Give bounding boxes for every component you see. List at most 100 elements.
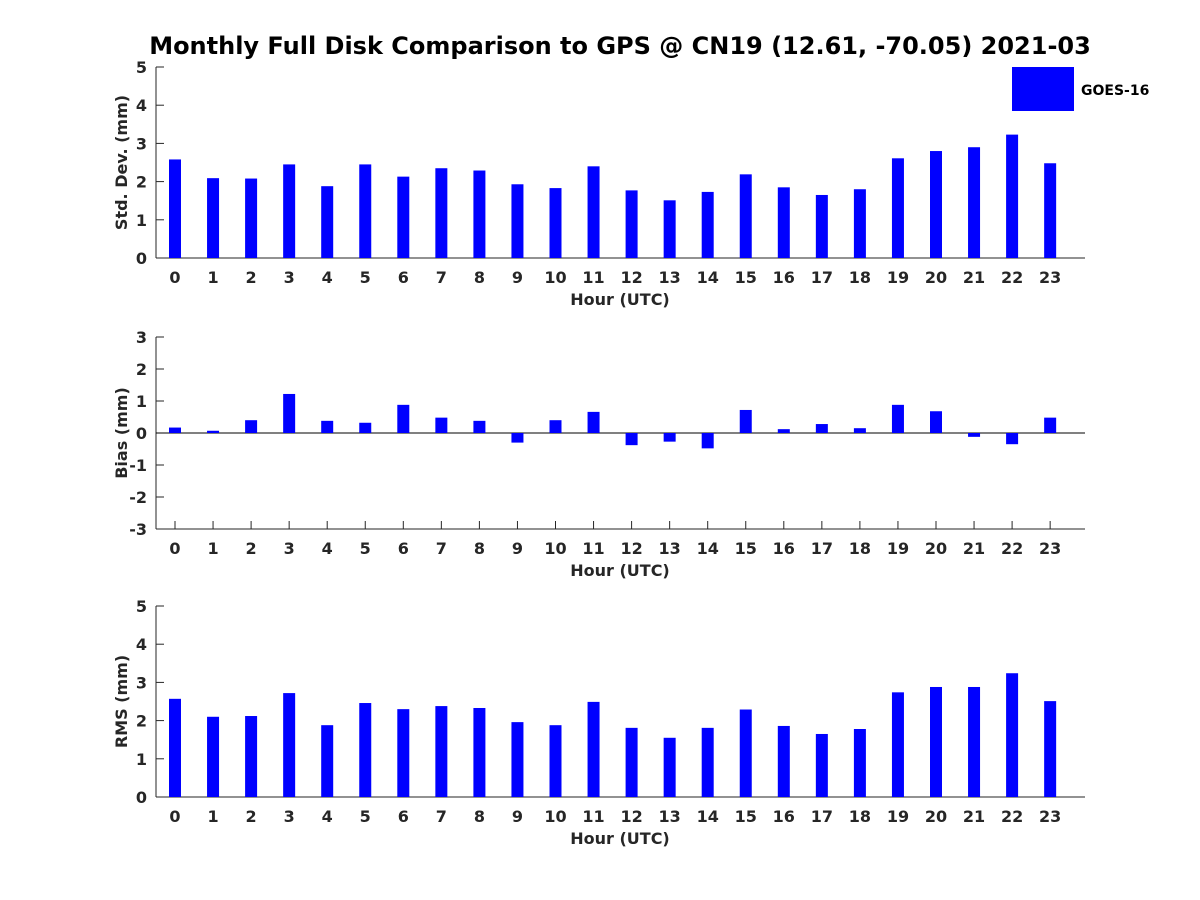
std-dev-bar-hour-13 bbox=[663, 200, 676, 258]
rms-bar-hour-1 bbox=[207, 716, 220, 797]
rms-bar-hour-16 bbox=[777, 725, 790, 797]
bias-x-tick-label: 23 bbox=[1039, 539, 1061, 558]
rms-x-tick-label: 8 bbox=[474, 807, 485, 826]
bias-bar-hour-10 bbox=[549, 420, 562, 433]
rms-bar-hour-7 bbox=[435, 706, 448, 797]
std-dev-bar-hour-11 bbox=[587, 166, 600, 258]
std-dev-y-tick-label: 2 bbox=[136, 173, 147, 192]
rms-y-tick-label: 5 bbox=[136, 597, 147, 616]
std-dev-bar-hour-12 bbox=[625, 190, 638, 258]
std-dev-bar-hour-18 bbox=[853, 189, 866, 258]
bias-bar-hour-2 bbox=[245, 420, 258, 433]
std-dev-bar-hour-14 bbox=[701, 191, 714, 258]
rms-bar-hour-20 bbox=[930, 686, 942, 797]
rms-x-tick-label: 23 bbox=[1039, 807, 1061, 826]
rms-bar-hour-10 bbox=[549, 725, 562, 797]
std-dev-y-tick-label: 1 bbox=[136, 211, 147, 230]
bias-y-tick-label: 1 bbox=[136, 392, 147, 411]
bias-x-tick-label: 10 bbox=[544, 539, 566, 558]
bias-bar-hour-3 bbox=[283, 393, 296, 433]
std-dev-x-axis-label: Hour (UTC) bbox=[570, 290, 670, 309]
rms-x-tick-label: 19 bbox=[887, 807, 909, 826]
std-dev-y-tick-label: 5 bbox=[136, 58, 147, 77]
bias-x-tick-label: 20 bbox=[925, 539, 947, 558]
std-dev-x-tick-label: 14 bbox=[697, 268, 719, 287]
bias-bar-hour-8 bbox=[473, 420, 486, 433]
std-dev-bar-hour-6 bbox=[397, 176, 410, 258]
rms-x-tick-label: 12 bbox=[620, 807, 642, 826]
std-dev-bar-hour-17 bbox=[815, 194, 828, 258]
legend: GOES-16 bbox=[1012, 67, 1149, 111]
std-dev-bar-hour-3 bbox=[283, 164, 296, 258]
std-dev-bar-hour-8 bbox=[473, 170, 486, 258]
std-dev-x-tick-label: 23 bbox=[1039, 268, 1061, 287]
std-dev-bar-hour-0 bbox=[169, 159, 181, 258]
std-dev-x-tick-label: 16 bbox=[773, 268, 795, 287]
rms-x-tick-label: 13 bbox=[659, 807, 681, 826]
rms-y-tick-label: 2 bbox=[136, 712, 147, 731]
rms-bar-hour-4 bbox=[321, 725, 334, 797]
rms-bar-hour-18 bbox=[853, 729, 866, 797]
std-dev-x-tick-label: 8 bbox=[474, 268, 485, 287]
bias-x-tick-label: 13 bbox=[659, 539, 681, 558]
bias-x-tick-label: 1 bbox=[207, 539, 218, 558]
std-dev-bar-hour-22 bbox=[1006, 134, 1019, 258]
bias-bar-hour-21 bbox=[968, 433, 981, 437]
rms-bar-hour-0 bbox=[169, 698, 181, 797]
rms-x-tick-label: 17 bbox=[811, 807, 833, 826]
std-dev-bar-hour-10 bbox=[549, 188, 562, 258]
bias-bar-hour-22 bbox=[1006, 433, 1019, 445]
bias-bar-hour-9 bbox=[511, 433, 524, 443]
rms-x-tick-label: 20 bbox=[925, 807, 947, 826]
std-dev-bar-hour-4 bbox=[321, 186, 334, 258]
std-dev-x-tick-label: 20 bbox=[925, 268, 947, 287]
rms-x-tick-label: 6 bbox=[398, 807, 409, 826]
bias-bar-hour-4 bbox=[321, 420, 334, 433]
bias-x-tick-label: 8 bbox=[474, 539, 485, 558]
rms-x-axis-label: Hour (UTC) bbox=[570, 829, 670, 848]
rms-bar-hour-8 bbox=[473, 707, 486, 797]
bias-x-tick-label: 9 bbox=[512, 539, 523, 558]
rms-x-tick-label: 11 bbox=[582, 807, 604, 826]
rms-bar-hour-14 bbox=[701, 727, 714, 797]
rms-y-tick-label: 3 bbox=[136, 673, 147, 692]
bias-bar-hour-1 bbox=[207, 430, 220, 433]
rms-bar-hour-6 bbox=[397, 709, 410, 797]
rms-x-tick-label: 5 bbox=[360, 807, 371, 826]
rms-x-tick-label: 3 bbox=[284, 807, 295, 826]
std-dev-x-tick-label: 10 bbox=[544, 268, 566, 287]
bias-x-tick-label: 18 bbox=[849, 539, 871, 558]
rms-bar-hour-5 bbox=[359, 703, 372, 797]
std-dev-x-tick-label: 15 bbox=[735, 268, 757, 287]
rms-bar-hour-13 bbox=[663, 737, 676, 797]
std-dev-bar-hour-23 bbox=[1044, 163, 1057, 258]
bias-bar-hour-5 bbox=[359, 422, 372, 433]
bias-x-axis-label: Hour (UTC) bbox=[570, 561, 670, 580]
std-dev-bar-hour-21 bbox=[968, 147, 981, 258]
rms-x-tick-label: 18 bbox=[849, 807, 871, 826]
rms-bar-hour-23 bbox=[1044, 701, 1057, 797]
bias-bar-hour-23 bbox=[1044, 417, 1057, 433]
rms-y-tick-label: 1 bbox=[136, 750, 147, 769]
std-dev-x-tick-label: 1 bbox=[207, 268, 218, 287]
rms-x-tick-label: 14 bbox=[697, 807, 719, 826]
std-dev-bar-hour-16 bbox=[777, 187, 790, 258]
std-dev-x-tick-label: 7 bbox=[436, 268, 447, 287]
std-dev-x-tick-label: 6 bbox=[398, 268, 409, 287]
rms-x-tick-label: 7 bbox=[436, 807, 447, 826]
std-dev-x-tick-label: 21 bbox=[963, 268, 985, 287]
std-dev-y-axis-label: Std. Dev. (mm) bbox=[112, 95, 131, 230]
bias-x-tick-label: 3 bbox=[284, 539, 295, 558]
std-dev-bar-hour-9 bbox=[511, 184, 524, 258]
rms-bar-hour-17 bbox=[815, 733, 828, 797]
bias-y-tick-label: -1 bbox=[129, 456, 147, 475]
rms-x-tick-label: 10 bbox=[544, 807, 566, 826]
bias-bar-hour-12 bbox=[625, 433, 638, 446]
bias-x-tick-label: 4 bbox=[322, 539, 333, 558]
std-dev-bar-hour-5 bbox=[359, 164, 372, 258]
bias-x-tick-label: 15 bbox=[735, 539, 757, 558]
bias-x-tick-label: 12 bbox=[620, 539, 642, 558]
bias-bar-hour-6 bbox=[397, 404, 410, 433]
